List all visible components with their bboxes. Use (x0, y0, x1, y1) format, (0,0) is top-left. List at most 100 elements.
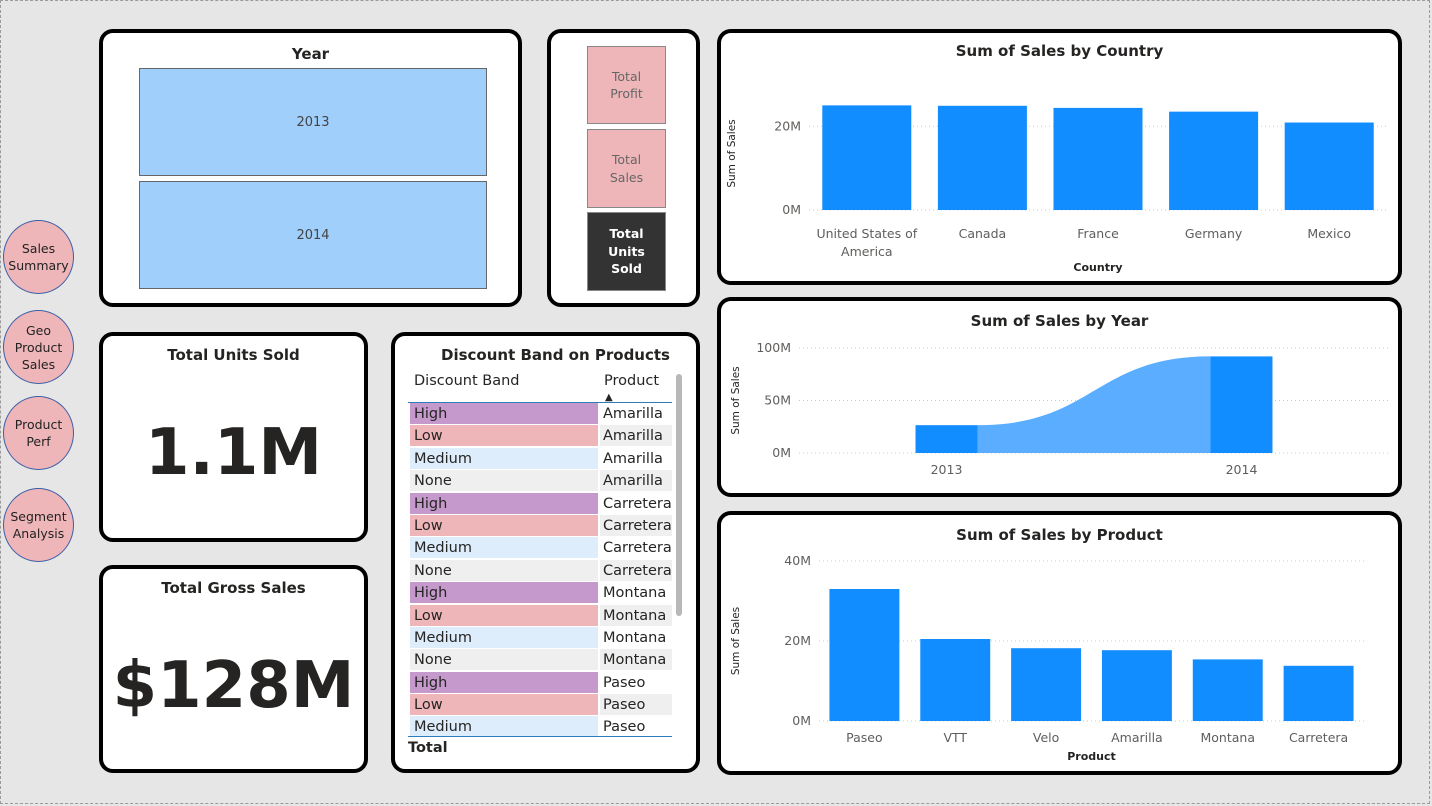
table-row[interactable]: None Montana (408, 649, 672, 671)
year-slicer-card: Year 2013 2014 (99, 29, 522, 307)
table-row[interactable]: None Amarilla (408, 470, 672, 492)
chart-title: Sum of Sales by Country (956, 42, 1164, 60)
chart-sales-by-product-card: Sum of Sales by Product 0M 20M 40M Sum of Sa… (717, 511, 1402, 775)
product-cell: Montana (600, 649, 672, 671)
x-tick-label: Carretera (1289, 730, 1348, 745)
x-tick-label: Canada (959, 226, 1007, 241)
x-tick-label: 2013 (931, 462, 963, 477)
bar (822, 105, 912, 210)
table-row[interactable]: Low Montana (408, 604, 672, 627)
table-row[interactable]: High Carretera (408, 492, 672, 515)
column-header-discount-band[interactable]: Discount Band (414, 373, 520, 389)
discount-band-cell: High (410, 582, 598, 604)
total-units-sold-button[interactable]: Total Units Sold (587, 212, 666, 291)
discount-band-cell: High (410, 492, 598, 514)
kpi-total-units-value: 1.1M (144, 416, 323, 490)
table-row[interactable]: Low Amarilla (408, 425, 672, 447)
table-row[interactable]: None Carretera (408, 559, 672, 582)
discount-band-table-card: Discount Band on Products Discount Band … (391, 332, 700, 773)
product-cell: Montana (600, 582, 672, 604)
year-option-2013[interactable]: 2013 (139, 68, 487, 176)
nav-sales-summary-button[interactable]: Sales Summary (3, 220, 74, 294)
discount-band-cell: None (410, 649, 598, 671)
discount-band-cell: None (410, 470, 598, 492)
x-tick-label: Germany (1185, 226, 1243, 241)
discount-band-cell: Medium (410, 447, 598, 469)
bar (1210, 356, 1273, 453)
y-tick-label: 0M (772, 445, 791, 460)
table-row[interactable]: Medium Paseo (408, 716, 672, 738)
discount-band-cell: Low (410, 604, 598, 626)
discount-band-cell: Low (410, 425, 598, 447)
total-sales-button[interactable]: Total Sales (587, 129, 666, 208)
chart-title: Sum of Sales by Product (956, 526, 1163, 544)
year-option-2014[interactable]: 2014 (139, 181, 487, 289)
table-row[interactable]: Medium Montana (408, 626, 672, 649)
kpi-total-units-title: Total Units Sold (167, 346, 300, 364)
sort-ascending-icon[interactable]: ▲ (605, 392, 613, 403)
y-tick-label: 20M (774, 118, 801, 133)
bar (1192, 659, 1263, 721)
table-scrollbar[interactable] (676, 374, 682, 616)
bar (1053, 107, 1143, 210)
x-tick-label: Velo (1033, 730, 1059, 745)
bar (1284, 122, 1374, 210)
chart-sales-by-product: Sum of Sales by Product 0M 20M 40M Sum of Sa… (730, 526, 1364, 763)
product-cell: Montana (600, 626, 672, 648)
table-row[interactable]: High Montana (408, 582, 672, 604)
bar (1283, 665, 1354, 721)
table-row[interactable]: High Paseo (408, 671, 672, 694)
bar (920, 639, 991, 721)
product-cell: Carretera (600, 514, 672, 536)
x-tick-label: United States of (816, 226, 917, 241)
nav-product-perf-button[interactable]: Product Perf (3, 396, 74, 470)
x-tick-label: Montana (1201, 730, 1256, 745)
product-cell: Montana (600, 604, 672, 626)
bar (915, 425, 978, 453)
chart-sales-by-country: Sum of Sales by Country 0M 20M Sum of Sales… (726, 42, 1387, 274)
y-tick-label: 0M (792, 713, 811, 728)
product-cell: Carretera (600, 537, 672, 559)
kpi-total-units-card: Total Units Sold 1.1M (99, 332, 368, 542)
table-row[interactable]: Low Paseo (408, 694, 672, 716)
table-row[interactable]: Medium Amarilla (408, 447, 672, 470)
y-tick-label: 50M (764, 393, 791, 408)
discount-band-cell: High (410, 403, 598, 424)
x-tick-label: America (841, 244, 893, 259)
x-tick-label: VTT (943, 730, 967, 745)
product-cell: Paseo (600, 671, 672, 693)
product-cell: Amarilla (600, 447, 672, 469)
x-tick-label: Paseo (846, 730, 883, 745)
discount-band-table: Discount Band Product ▲ High Amarilla Low A… (408, 372, 672, 739)
table-row[interactable]: High Amarilla (408, 403, 672, 425)
x-axis-label: Country (1073, 261, 1122, 274)
trend-ribbon (977, 356, 1211, 453)
table-row[interactable]: Low Carretera (408, 514, 672, 537)
bar (1169, 111, 1259, 210)
product-cell: Amarilla (600, 470, 672, 492)
table-row[interactable]: Medium Carretera (408, 537, 672, 559)
chart-sales-by-country-card: Sum of Sales by Country 0M 20M Sum of Sales… (717, 29, 1402, 285)
discount-band-cell: Low (410, 514, 598, 536)
bar (1011, 648, 1082, 721)
x-axis-label: Product (1067, 750, 1116, 763)
product-cell: Carretera (600, 559, 672, 581)
kpi-total-gross-card: Total Gross Sales $128M (99, 565, 368, 773)
bar (1101, 650, 1172, 721)
product-cell: Amarilla (600, 425, 672, 447)
discount-band-cell: None (410, 559, 598, 581)
table-title: Discount Band on Products (441, 346, 670, 364)
product-cell: Amarilla (600, 403, 672, 424)
y-tick-label: 40M (784, 553, 811, 568)
column-header-product[interactable]: Product (604, 373, 660, 389)
total-profit-button[interactable]: Total Profit (587, 46, 666, 124)
discount-band-cell: Low (410, 694, 598, 716)
nav-segment-analysis-button[interactable]: Segment Analysis (3, 488, 74, 562)
product-cell: Paseo (600, 694, 672, 716)
nav-geo-product-sales-button[interactable]: Geo Product Sales (3, 310, 74, 384)
x-tick-label: Amarilla (1111, 730, 1163, 745)
discount-band-cell: Medium (410, 716, 598, 738)
y-tick-label: 100M (756, 340, 791, 355)
table-total-row: Total (408, 736, 672, 756)
product-cell: Paseo (600, 716, 672, 738)
